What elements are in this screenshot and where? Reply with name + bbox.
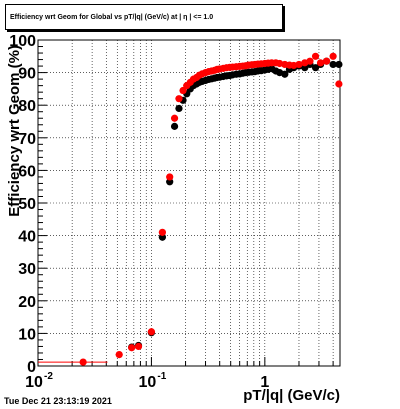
data-point <box>175 95 183 103</box>
x-tick-label-exponent: -2 <box>44 371 53 382</box>
y-tick-label: 60 <box>18 163 36 180</box>
y-tick-label: 90 <box>18 66 36 83</box>
y-axis-label: Efficiency wrt Geom (%) <box>6 45 23 217</box>
y-tick-label: 20 <box>18 294 36 311</box>
data-point <box>329 60 337 69</box>
x-tick-label: 10 <box>139 374 157 391</box>
data-point <box>306 57 314 65</box>
data-point <box>335 80 343 88</box>
data-point <box>158 228 167 236</box>
data-point <box>329 52 337 60</box>
data-point <box>147 328 156 336</box>
y-tick-label: 30 <box>18 261 36 278</box>
y-tick-label: 100 <box>9 33 36 50</box>
y-tick-label: 80 <box>18 98 36 115</box>
chart-title-box: Efficiency wrt Geom for Global vs pT/|q|… <box>5 4 283 30</box>
x-tick-label: 10 <box>25 374 43 391</box>
data-point <box>128 344 136 352</box>
y-tick-label: 40 <box>18 229 36 246</box>
data-point <box>134 342 143 351</box>
timestamp: Tue Dec 21 23:13:19 2021 <box>4 396 112 406</box>
data-point <box>115 350 123 359</box>
data-point <box>322 57 331 65</box>
x-tick-label: 1 <box>260 374 269 391</box>
data-point <box>281 70 289 78</box>
y-tick-label: 70 <box>18 131 36 148</box>
axis-ticks <box>37 39 334 367</box>
x-axis-label: pT/|q| (GeV/c) <box>243 387 340 404</box>
y-tick-label: 10 <box>18 326 36 343</box>
data-point <box>166 173 174 181</box>
data-point <box>335 60 343 69</box>
data-point <box>316 59 325 67</box>
data-point <box>295 60 303 69</box>
chart-title: Efficiency wrt Geom for Global vs pT/|q|… <box>10 14 214 21</box>
data-point <box>175 104 183 113</box>
data-point <box>170 114 179 122</box>
y-tick-label: 0 <box>27 359 36 376</box>
grid <box>38 40 340 366</box>
data-points <box>38 52 343 366</box>
data-point <box>311 52 320 60</box>
data-point <box>179 86 187 95</box>
y-tick-label: 50 <box>18 196 36 213</box>
x-tick-label-exponent: -1 <box>157 371 166 382</box>
data-point <box>170 122 179 130</box>
